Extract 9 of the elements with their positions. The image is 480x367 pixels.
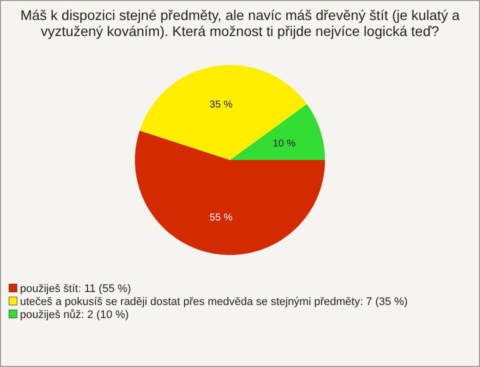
legend-label: použiješ nůž: 2 (10 %) (20, 309, 129, 321)
pie-slice (135, 130, 325, 255)
data-label: 35 % (210, 100, 233, 111)
data-label: 10 % (272, 138, 296, 150)
chart-title: Máš k dispozici stejné předměty, ale navíc máš dřevěný štít (je kulatý a vyztužený kováním). Která možnost ti přijde nejvíce logická teď? (20, 7, 460, 39)
pie-slice (140, 65, 307, 160)
data-label: 55 % (210, 212, 233, 224)
legend-label: použiješ štít: 11 (55 %) (20, 283, 132, 295)
legend-label: utečeš a pokusíš se raději dostat přes medvěda se stejnými předměty: 7 (35 %) (20, 296, 408, 308)
